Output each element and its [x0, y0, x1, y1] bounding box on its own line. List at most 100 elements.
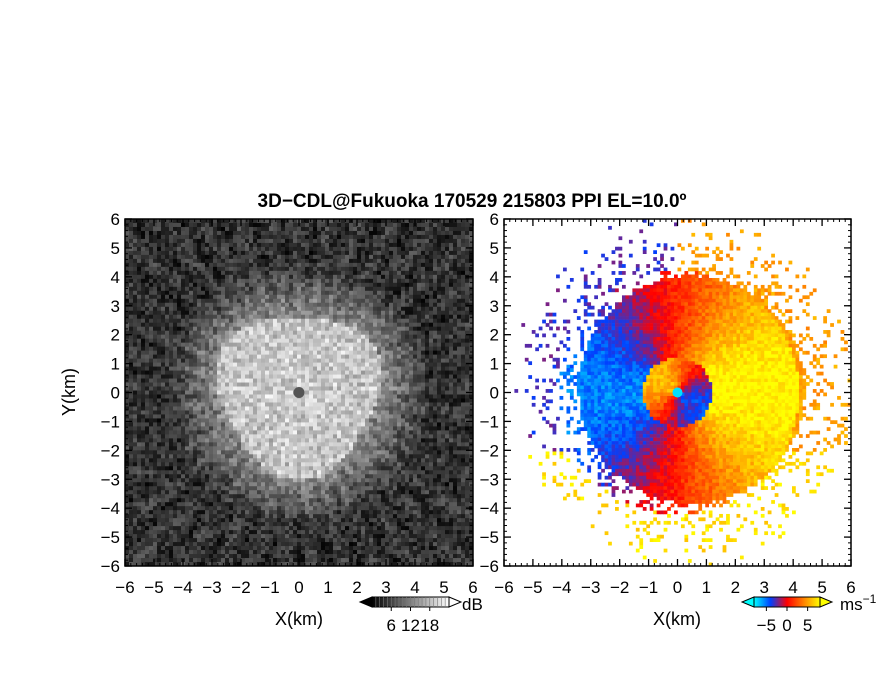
reflectivity-cell [233, 278, 238, 284]
reflectivity-cell [233, 442, 238, 447]
reflectivity-cell [237, 290, 242, 296]
reflectivity-cell [349, 306, 354, 312]
reflectivity-cell [285, 254, 290, 260]
reflectivity-cell [329, 446, 334, 451]
reflectivity-cell [341, 298, 346, 304]
reflectivity-cell [225, 294, 230, 300]
reflectivity-cell [297, 514, 302, 519]
reflectivity-cell [229, 250, 234, 256]
reflectivity-cell [137, 390, 142, 395]
reflectivity-cell [253, 258, 258, 264]
reflectivity-cell [249, 246, 254, 252]
reflectivity-cell [301, 394, 306, 399]
reflectivity-cell [133, 398, 138, 403]
reflectivity-cell [241, 478, 246, 483]
reflectivity-cell [133, 258, 138, 264]
reflectivity-cell [305, 254, 310, 260]
reflectivity-cell [293, 318, 298, 324]
reflectivity-cell [205, 282, 210, 288]
reflectivity-cell [229, 238, 234, 244]
reflectivity-cell [293, 470, 298, 475]
reflectivity-cell [137, 542, 142, 547]
reflectivity-cell [241, 266, 246, 272]
reflectivity-cell [277, 486, 282, 491]
reflectivity-cell [317, 462, 322, 467]
reflectivity-cell [329, 398, 334, 403]
reflectivity-cell [265, 350, 270, 356]
reflectivity-cell [189, 358, 194, 363]
reflectivity-cell [261, 514, 266, 519]
reflectivity-cell [189, 366, 194, 371]
reflectivity-cell [297, 434, 302, 439]
reflectivity-cell [305, 462, 310, 467]
reflectivity-cell [149, 526, 154, 531]
reflectivity-cell [217, 346, 222, 352]
reflectivity-cell [257, 402, 262, 407]
reflectivity-cell [333, 402, 338, 407]
reflectivity-cell [129, 486, 134, 491]
reflectivity-cell [245, 438, 250, 443]
reflectivity-cell [185, 314, 190, 320]
reflectivity-cell [133, 410, 138, 415]
reflectivity-cell [325, 330, 330, 336]
reflectivity-cell [341, 219, 346, 224]
reflectivity-cell [125, 306, 130, 312]
reflectivity-cell [237, 474, 242, 479]
reflectivity-cell [245, 354, 250, 359]
reflectivity-cell [225, 254, 230, 260]
reflectivity-cell [337, 434, 342, 439]
reflectivity-cell [161, 346, 166, 352]
reflectivity-cell [225, 318, 230, 324]
reflectivity-cell [249, 326, 254, 332]
reflectivity-cell [145, 238, 150, 244]
reflectivity-cell [261, 466, 266, 471]
reflectivity-cell [181, 506, 186, 511]
reflectivity-cell [241, 494, 246, 499]
reflectivity-cell [257, 282, 262, 288]
reflectivity-cell [257, 518, 262, 523]
reflectivity-cell [221, 334, 226, 340]
reflectivity-cell [141, 262, 146, 268]
reflectivity-cell [157, 270, 162, 276]
reflectivity-cell [189, 250, 194, 256]
reflectivity-cell [193, 490, 198, 495]
reflectivity-cell [273, 258, 278, 264]
reflectivity-cell [241, 430, 246, 435]
reflectivity-cell [129, 262, 134, 268]
reflectivity-cell [217, 250, 222, 256]
reflectivity-cell [249, 338, 254, 344]
reflectivity-cell [301, 342, 306, 348]
reflectivity-cell [245, 426, 250, 431]
reflectivity-cell [245, 414, 250, 419]
reflectivity-cell [177, 330, 182, 336]
reflectivity-cell [217, 410, 222, 415]
reflectivity-cell [341, 434, 346, 439]
reflectivity-cell [125, 550, 130, 555]
reflectivity-cell [177, 450, 182, 455]
reflectivity-cell [289, 274, 294, 280]
reflectivity-cell [209, 410, 214, 415]
reflectivity-cell [201, 294, 206, 300]
reflectivity-cell [165, 314, 170, 320]
reflectivity-cell [165, 434, 170, 439]
reflectivity-cell [317, 498, 322, 503]
reflectivity-cell [213, 518, 218, 523]
reflectivity-cell [217, 542, 222, 547]
reflectivity-cell [153, 494, 158, 499]
reflectivity-cell [189, 482, 194, 487]
reflectivity-cell [321, 454, 326, 459]
reflectivity-cell [145, 350, 150, 356]
reflectivity-cell [245, 358, 250, 363]
reflectivity-cell [261, 346, 266, 352]
reflectivity-cell [201, 254, 206, 260]
reflectivity-cell [317, 514, 322, 519]
reflectivity-cell [265, 306, 270, 312]
reflectivity-cell [141, 390, 146, 395]
reflectivity-cell [349, 426, 354, 431]
reflectivity-cell [145, 546, 150, 551]
reflectivity-cell [305, 246, 310, 252]
reflectivity-cell [265, 366, 270, 371]
reflectivity-cell [321, 482, 326, 487]
reflectivity-cell [229, 538, 234, 543]
reflectivity-cell [281, 442, 286, 447]
